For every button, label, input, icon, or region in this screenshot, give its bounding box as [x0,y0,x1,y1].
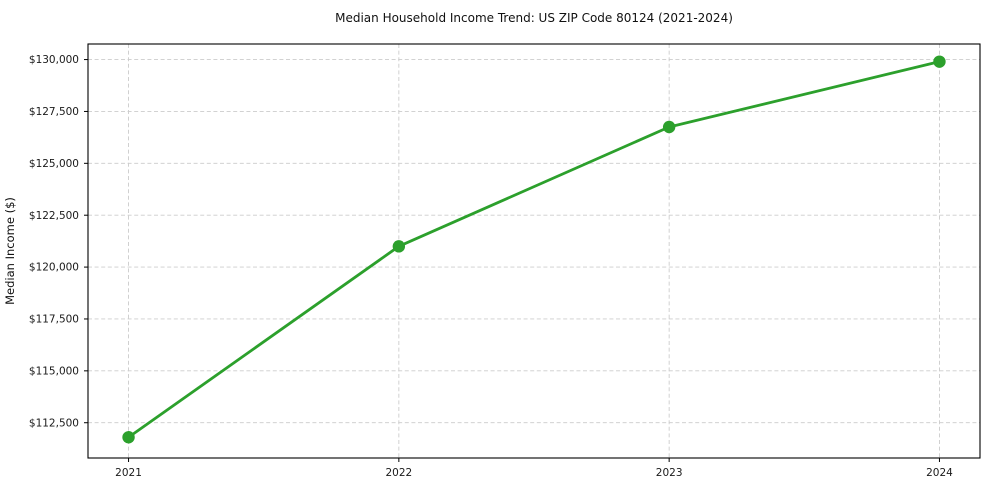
y-tick-label: $120,000 [29,262,79,274]
data-point [392,240,406,253]
data-series [122,55,946,444]
x-tick-label: 2024 [926,467,953,479]
chart-title: Median Household Income Trend: US ZIP Co… [335,11,733,25]
y-tick-label: $122,500 [29,210,79,222]
series-line [127,60,941,439]
axes-spines [87,43,981,459]
data-point [122,431,135,444]
y-tick-label: $112,500 [29,417,79,429]
x-tick-label: 2022 [385,467,412,479]
y-tick-label: $125,000 [29,158,79,170]
y-axis-label: Median Income ($) [3,197,17,305]
gridlines [88,44,980,458]
plot-frame [87,43,981,459]
y-tick-label: $130,000 [29,54,79,66]
y-tick-label: $127,500 [29,106,79,118]
x-tick-label: 2021 [115,467,142,479]
data-point [662,120,676,134]
y-tick-label: $117,500 [29,314,79,326]
y-tick-label: $115,000 [29,365,79,377]
data-point [933,55,946,68]
axis-ticks: $112,500 $115,000 $117,500 $120,000 $122,500… [29,54,953,479]
x-tick-label: 2023 [656,467,683,479]
